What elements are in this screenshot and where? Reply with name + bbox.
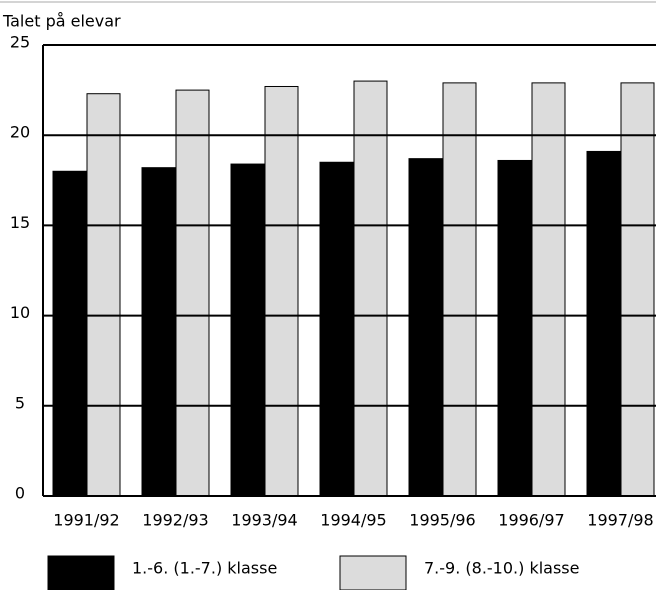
bar bbox=[141, 167, 176, 497]
y-tick-label: 25 bbox=[10, 33, 30, 52]
y-axis-label: Talet på elevar bbox=[2, 12, 121, 31]
x-tick-label: 1993/94 bbox=[231, 511, 297, 530]
bar bbox=[586, 150, 621, 497]
bar bbox=[408, 158, 443, 497]
bar bbox=[497, 159, 532, 497]
bar bbox=[531, 82, 566, 497]
bar bbox=[86, 93, 121, 497]
bar bbox=[175, 89, 210, 497]
bar bbox=[442, 82, 477, 497]
bar bbox=[620, 82, 655, 497]
legend-label: 7.-9. (8.-10.) klasse bbox=[424, 559, 579, 578]
y-tick-label: 10 bbox=[10, 303, 30, 322]
x-tick-label: 1994/95 bbox=[320, 511, 386, 530]
bar bbox=[264, 85, 299, 497]
x-tick-label: 1995/96 bbox=[409, 511, 475, 530]
legend-swatch bbox=[339, 555, 407, 590]
y-tick-label: 0 bbox=[15, 484, 25, 503]
x-tick-label: 1997/98 bbox=[587, 511, 653, 530]
x-tick-label: 1991/92 bbox=[53, 511, 119, 530]
bar bbox=[230, 163, 265, 497]
legend-swatch bbox=[47, 555, 115, 590]
y-tick-label: 5 bbox=[15, 393, 25, 412]
legend-label: 1.-6. (1.-7.) klasse bbox=[132, 559, 277, 578]
y-tick-label: 20 bbox=[10, 123, 30, 142]
bar bbox=[319, 161, 354, 497]
bar bbox=[353, 80, 388, 497]
x-tick-label: 1996/97 bbox=[498, 511, 564, 530]
y-tick-label: 15 bbox=[10, 213, 30, 232]
bar bbox=[52, 170, 87, 497]
x-tick-label: 1992/93 bbox=[142, 511, 208, 530]
